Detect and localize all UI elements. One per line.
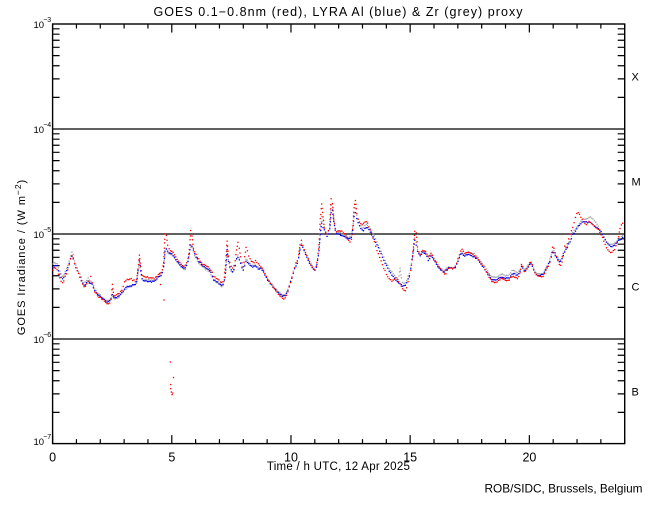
svg-text:10: 10: [34, 20, 45, 31]
svg-text:20: 20: [522, 451, 536, 465]
svg-text:Time / h UTC, 12 Apr 2025: Time / h UTC, 12 Apr 2025: [267, 461, 410, 473]
svg-text:B: B: [632, 387, 639, 399]
svg-text:5: 5: [168, 451, 175, 465]
svg-text:GOES 0.1−0.8nm (red), LYRA Al: GOES 0.1−0.8nm (red), LYRA Al (blue) & Z…: [153, 5, 523, 19]
svg-text:GOES Irradiance / (W m−2): GOES Irradiance / (W m−2): [13, 179, 28, 335]
svg-text:10: 10: [284, 451, 298, 465]
svg-text:M: M: [632, 177, 641, 189]
svg-text:C: C: [632, 282, 640, 294]
svg-text:ROB/SIDC, Brussels, Belgium: ROB/SIDC, Brussels, Belgium: [485, 482, 643, 496]
svg-text:10: 10: [34, 230, 45, 241]
svg-text:0: 0: [49, 451, 56, 465]
svg-text:10: 10: [34, 125, 45, 136]
svg-text:−6: −6: [43, 332, 51, 339]
svg-text:−5: −5: [43, 227, 51, 234]
svg-text:10: 10: [34, 335, 45, 346]
svg-text:−3: −3: [43, 17, 51, 24]
svg-text:−7: −7: [43, 434, 51, 441]
svg-text:15: 15: [403, 451, 417, 465]
svg-text:−4: −4: [43, 122, 51, 129]
svg-text:X: X: [632, 72, 640, 84]
svg-text:10: 10: [34, 437, 45, 448]
